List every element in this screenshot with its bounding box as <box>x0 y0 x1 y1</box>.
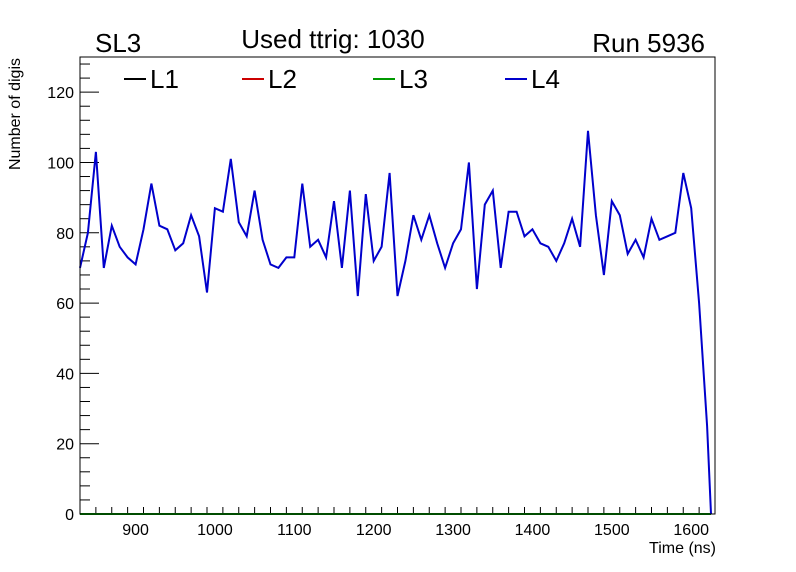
legend-label-l4: L4 <box>531 64 560 94</box>
x-tick-label: 1300 <box>435 522 471 539</box>
series-line-l4 <box>79 130 712 515</box>
legend: L1 L2 L3 L4 <box>124 64 560 94</box>
x-axis: 900 1000 1100 1200 1300 1400 1500 1600 <box>79 507 716 539</box>
header-title: Used ttrig: 1030 <box>241 24 425 54</box>
y-tick-label: 0 <box>65 507 74 524</box>
x-tick-label: 1400 <box>515 522 551 539</box>
legend-label-l1: L1 <box>150 64 179 94</box>
x-tick-label: 900 <box>122 522 149 539</box>
legend-label-l2: L2 <box>268 64 297 94</box>
header-left-label: SL3 <box>95 28 141 58</box>
y-tick-label: 60 <box>56 296 74 313</box>
y-axis-title: Number of digis <box>7 58 24 170</box>
x-axis-title: Time (ns) <box>649 540 716 557</box>
legend-label-l3: L3 <box>399 64 428 94</box>
x-tick-label: 1600 <box>673 522 709 539</box>
y-tick-label: 80 <box>56 226 74 243</box>
y-tick-label: 120 <box>47 85 74 102</box>
y-tick-label: 40 <box>56 366 74 383</box>
plot-frame <box>79 56 716 515</box>
header-right-label: Run 5936 <box>592 28 705 58</box>
y-tick-label: 20 <box>56 437 74 454</box>
y-axis: 0 20 40 60 80 100 120 <box>47 63 99 524</box>
y-tick-label: 100 <box>47 155 74 172</box>
x-tick-label: 1200 <box>356 522 392 539</box>
x-tick-label: 1100 <box>277 522 312 539</box>
x-tick-label: 1500 <box>594 522 630 539</box>
x-tick-label: 1000 <box>197 522 233 539</box>
